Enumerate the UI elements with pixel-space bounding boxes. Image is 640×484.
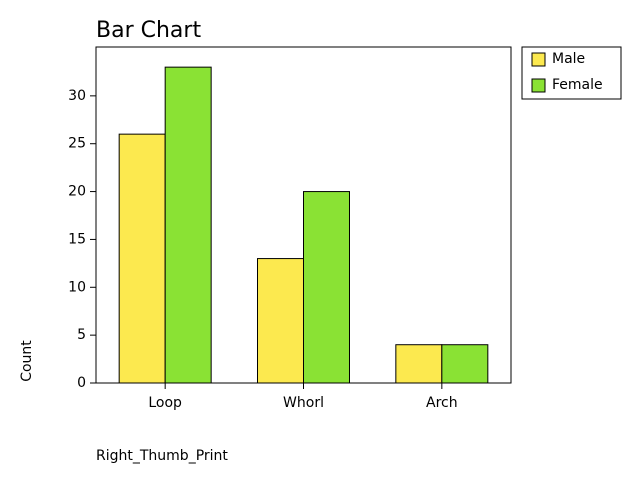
y-tick-label: 5 bbox=[77, 327, 86, 343]
x-tick-label: Loop bbox=[148, 395, 182, 411]
chart-title: Bar Chart bbox=[96, 18, 201, 43]
bar bbox=[303, 191, 350, 384]
bar bbox=[441, 344, 489, 384]
x-tick-label: Arch bbox=[426, 395, 458, 411]
y-tick-label: 10 bbox=[68, 279, 86, 295]
plot-frame bbox=[95, 46, 512, 384]
legend-label: Male bbox=[552, 51, 585, 67]
legend-label: Female bbox=[552, 77, 603, 93]
y-tick-label: 30 bbox=[68, 88, 86, 104]
x-tick-label: Whorl bbox=[283, 395, 324, 411]
legend-swatch bbox=[531, 78, 546, 93]
legend-swatch bbox=[531, 52, 546, 67]
y-axis-label: Count bbox=[19, 340, 35, 382]
y-tick-label: 15 bbox=[68, 231, 86, 247]
y-tick-label: 0 bbox=[77, 375, 86, 391]
y-tick-label: 20 bbox=[68, 184, 86, 200]
bar bbox=[118, 133, 166, 384]
x-axis-label: Right_Thumb_Print bbox=[96, 448, 228, 464]
y-tick-label: 25 bbox=[68, 136, 86, 152]
bar bbox=[257, 258, 305, 384]
bar bbox=[164, 66, 212, 384]
bar bbox=[395, 344, 443, 384]
